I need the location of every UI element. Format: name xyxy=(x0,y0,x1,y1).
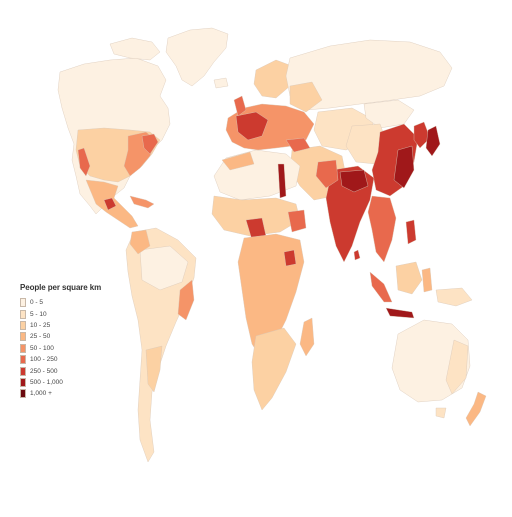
mexico-city xyxy=(103,197,117,211)
south-america xyxy=(125,227,197,463)
ethiopia xyxy=(287,209,307,233)
legend-swatch xyxy=(20,332,26,342)
western-europe xyxy=(235,111,269,141)
philippines xyxy=(405,219,417,245)
tasmania xyxy=(435,407,447,419)
southern-africa xyxy=(251,327,297,411)
maghreb xyxy=(221,151,255,171)
turkey xyxy=(285,137,311,153)
legend-item: 5 - 10 xyxy=(20,308,140,319)
borneo xyxy=(395,261,423,295)
legend-swatch xyxy=(20,366,26,376)
legend-label: 5 - 10 xyxy=(30,310,47,318)
japan xyxy=(425,125,441,157)
legend-label: 500 - 1,000 xyxy=(30,378,63,386)
legend-label: 250 - 500 xyxy=(30,367,58,375)
legend-swatch xyxy=(20,377,26,387)
sulawesi xyxy=(421,267,433,293)
colombia xyxy=(129,229,151,255)
legend-item: 1,000 + xyxy=(20,388,140,399)
greenland xyxy=(165,27,229,87)
legend-swatch xyxy=(20,309,26,319)
legend-label: 10 - 25 xyxy=(30,321,51,329)
africa-sahel xyxy=(211,195,301,237)
legend-item: 0 - 5 xyxy=(20,297,140,308)
new-guinea xyxy=(435,287,473,307)
sri-lanka xyxy=(353,249,361,261)
legend-item: 100 - 250 xyxy=(20,354,140,365)
nile xyxy=(277,163,287,199)
pakistan xyxy=(315,159,339,189)
legend-swatch xyxy=(20,320,26,330)
india xyxy=(325,165,375,263)
caribbean xyxy=(129,195,155,209)
amazon xyxy=(139,245,189,291)
legend-swatch xyxy=(20,298,26,308)
java xyxy=(385,307,415,319)
legend-item: 50 - 100 xyxy=(20,343,140,354)
sumatra xyxy=(369,271,393,303)
legend-label: 100 - 250 xyxy=(30,356,58,364)
legend-label: 50 - 100 xyxy=(30,344,54,352)
us-northeast xyxy=(141,133,159,155)
legend-item: 500 - 1,000 xyxy=(20,377,140,388)
new-zealand xyxy=(465,391,487,427)
legend-swatch xyxy=(20,355,26,365)
madagascar xyxy=(299,317,315,357)
china-coast xyxy=(393,145,415,189)
legend-title: People per square km xyxy=(20,283,102,292)
canadian-islands xyxy=(109,37,161,61)
legend-label: 0 - 5 xyxy=(30,299,44,307)
brazil-coast xyxy=(177,279,195,321)
scandinavia xyxy=(253,59,293,99)
legend-label: 1,000 + xyxy=(30,390,52,398)
uk xyxy=(233,95,247,117)
southeast-asia xyxy=(367,195,397,263)
legend: People per square km 0 - 5 5 - 10 10 - 25 2… xyxy=(20,283,140,400)
great-lakes xyxy=(283,249,297,267)
korea-japan xyxy=(413,121,431,149)
north-india xyxy=(339,169,369,193)
iceland xyxy=(213,77,229,89)
legend-item: 250 - 500 xyxy=(20,365,140,376)
california xyxy=(77,147,91,177)
legend-item: 25 - 50 xyxy=(20,331,140,342)
africa-north xyxy=(213,149,301,201)
legend-item: 10 - 25 xyxy=(20,320,140,331)
legend-label: 25 - 50 xyxy=(30,333,51,341)
legend-swatch xyxy=(20,343,26,353)
western-russia xyxy=(289,81,323,113)
legend-items: 0 - 5 5 - 10 10 - 25 25 - 50 50 - 100 100 - 2… xyxy=(20,297,140,400)
australia-east xyxy=(445,339,469,395)
argentina xyxy=(145,345,163,393)
legend-swatch xyxy=(20,389,26,399)
